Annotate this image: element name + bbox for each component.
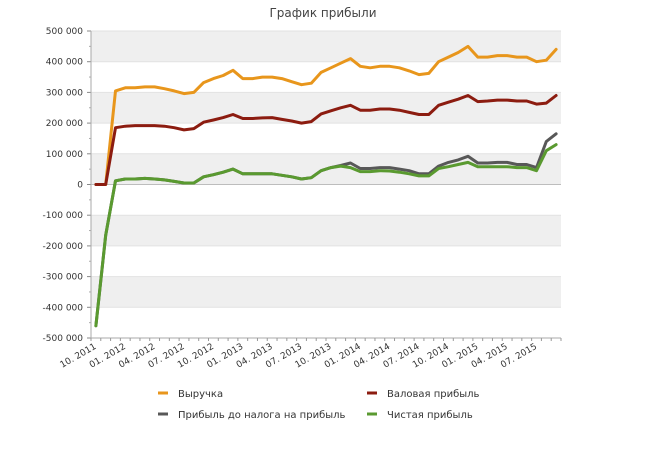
y-tick-label: -400 000 — [43, 303, 84, 313]
y-tick-label: -300 000 — [43, 273, 84, 283]
legend: Выручка Валовая прибыль Прибыль до налога … — [158, 389, 480, 421]
legend-item: Выручка — [158, 389, 223, 400]
y-tick-label: -500 000 — [43, 334, 84, 344]
y-tick-label: 500 000 — [46, 27, 83, 37]
y-tick-label: 300 000 — [46, 88, 83, 98]
y-tick-label: -100 000 — [43, 211, 84, 221]
legend-label: Чистая прибыль — [387, 410, 473, 421]
grid-band — [91, 215, 561, 246]
y-axis-ticks: 500 000 400 000 300 000 200 000 100 000 0 -100… — [43, 27, 91, 344]
legend-label: Прибыль до налога на прибыль — [178, 410, 346, 421]
y-tick-label: 400 000 — [46, 58, 83, 68]
y-tick-label: 0 — [77, 181, 83, 191]
legend-label: Выручка — [178, 389, 223, 400]
y-tick-label: -200 000 — [43, 242, 84, 252]
y-tick-label: 200 000 — [46, 119, 83, 129]
grid-band — [91, 92, 561, 123]
legend-item: Чистая прибыль — [367, 410, 473, 421]
grid-band — [91, 277, 561, 308]
legend-label: Валовая прибыль — [387, 389, 480, 400]
y-tick-label: 100 000 — [46, 150, 83, 160]
legend-item: Прибыль до налога на прибыль — [158, 410, 346, 421]
legend-item: Валовая прибыль — [367, 389, 480, 400]
chart-title: График прибыли — [269, 6, 376, 20]
